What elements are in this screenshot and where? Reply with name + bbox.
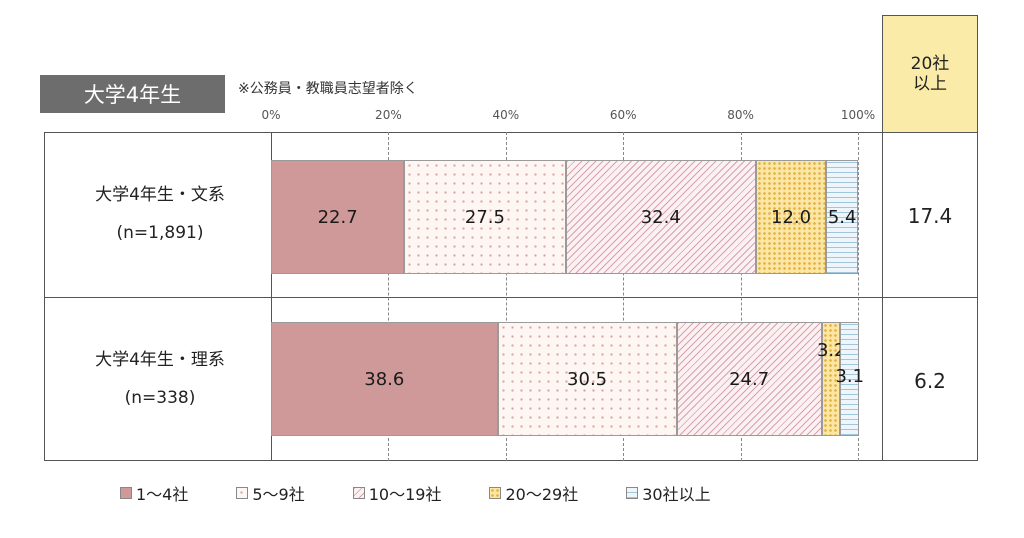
legend: 1～4社 5～9社 10～19社 20～29社 30社以上 bbox=[120, 481, 759, 505]
x-tick-label: 40% bbox=[492, 108, 520, 122]
x-tick-label: 0% bbox=[261, 108, 281, 122]
legend-swatch bbox=[236, 487, 249, 499]
row-label-1-name: 大学4年生・文系 bbox=[95, 185, 225, 205]
bar-data-label: 32.4 bbox=[640, 206, 681, 228]
legend-swatch bbox=[626, 487, 639, 499]
label-column-separator bbox=[271, 132, 272, 461]
bar-segment: 27.5 bbox=[404, 160, 566, 274]
bar-data-label: 27.5 bbox=[464, 206, 505, 228]
legend-label: 20～29社 bbox=[505, 485, 579, 504]
legend-label: 10～19社 bbox=[368, 485, 442, 504]
x-tick-label: 100% bbox=[840, 108, 876, 122]
grid-line bbox=[623, 132, 625, 461]
bar-segment bbox=[821, 322, 841, 436]
grid-line bbox=[740, 132, 742, 461]
exclusion-note: ※公務員・教職員志望者除く bbox=[238, 81, 418, 97]
right-column-header: 20社 以上 bbox=[882, 15, 978, 133]
x-tick-label: 80% bbox=[727, 108, 754, 122]
row-label-2-n: (n=338) bbox=[124, 388, 196, 408]
bar-data-label: 5.4 bbox=[827, 206, 857, 228]
bar-segment: 5.4 bbox=[826, 160, 858, 274]
grid-line bbox=[388, 132, 390, 461]
row-label-2-name: 大学4年生・理系 bbox=[95, 350, 225, 370]
bar-segment: 30.5 bbox=[497, 322, 677, 436]
legend-label: 5～9社 bbox=[252, 485, 305, 504]
legend-item: 1～4社 bbox=[120, 481, 188, 505]
legend-item: 10～19社 bbox=[352, 481, 442, 505]
legend-item: 30社以上 bbox=[626, 481, 711, 505]
bar-data-label: 3.1 bbox=[835, 366, 865, 387]
bar-segment bbox=[840, 322, 859, 436]
bar-segment: 12.0 bbox=[755, 160, 827, 274]
legend-item: 5～9社 bbox=[236, 481, 305, 505]
row-separator bbox=[44, 297, 978, 298]
right-column-header-line1: 20社 bbox=[910, 54, 950, 74]
bar-data-label: 24.7 bbox=[729, 368, 770, 390]
right-column-header-line2: 以上 bbox=[913, 74, 947, 94]
legend-label: 30社以上 bbox=[642, 485, 711, 504]
bar-segment: 24.7 bbox=[676, 322, 822, 436]
grid-line bbox=[858, 132, 859, 461]
legend-swatch bbox=[120, 487, 132, 499]
legend-label: 1～4社 bbox=[136, 485, 189, 504]
bar-data-label: 12.0 bbox=[771, 206, 812, 228]
right-value-2: 6.2 bbox=[914, 369, 946, 393]
legend-swatch bbox=[489, 487, 502, 499]
bar-segment: 32.4 bbox=[565, 160, 756, 274]
bar-segment: 38.6 bbox=[271, 322, 498, 436]
panel-badge: 大学4年生 bbox=[40, 75, 225, 113]
table-frame bbox=[44, 132, 978, 461]
x-tick-label: 20% bbox=[375, 108, 402, 122]
bar-data-label: 38.6 bbox=[364, 368, 405, 390]
grid-line bbox=[505, 132, 507, 461]
bar-data-label: 3.2 bbox=[816, 340, 846, 361]
right-value-1: 17.4 bbox=[907, 204, 953, 228]
bar-data-label: 22.7 bbox=[317, 206, 358, 228]
row-label-2: 大学4年生・理系 (n=338) bbox=[60, 341, 260, 417]
row-label-1: 大学4年生・文系 (n=1,891) bbox=[60, 176, 260, 252]
row-label-1-n: (n=1,891) bbox=[116, 223, 204, 243]
bar-data-label: 30.5 bbox=[567, 368, 608, 390]
bar-segment: 22.7 bbox=[271, 160, 405, 274]
legend-swatch bbox=[352, 487, 365, 499]
value-column-separator bbox=[882, 132, 883, 461]
legend-item: 20～29社 bbox=[489, 481, 578, 505]
x-tick-label: 60% bbox=[609, 108, 637, 122]
